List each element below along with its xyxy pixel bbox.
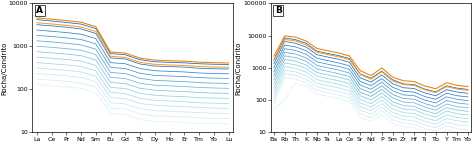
Y-axis label: Rocha/Condrito: Rocha/Condrito — [1, 41, 8, 95]
Text: A: A — [36, 6, 43, 15]
Y-axis label: Rocha/Condrito: Rocha/Condrito — [236, 41, 242, 95]
Text: B: B — [274, 6, 282, 15]
